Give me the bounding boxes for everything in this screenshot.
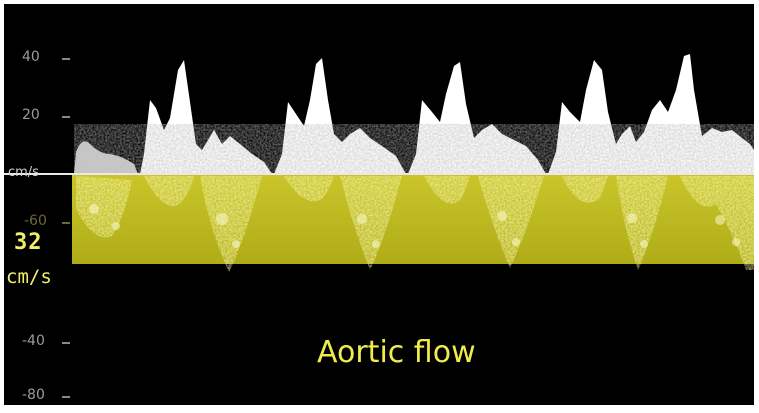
scale-tick (62, 342, 70, 344)
scale-label-minus60: -60 (24, 213, 47, 229)
reverse-flow-spectrum (76, 176, 754, 272)
scale-label-minus40: -40 (22, 333, 45, 349)
scale-tick (62, 58, 70, 60)
scale-label-minus80: -80 (22, 387, 45, 403)
scale-tick (62, 222, 70, 224)
scale-label-40: 40 (22, 49, 40, 65)
scale-tick (62, 396, 70, 398)
reverse-flow-spots (89, 204, 740, 248)
scale-label-cms: cm/s (8, 165, 39, 180)
forward-flow-texture (74, 124, 754, 174)
scale-label-20: 20 (22, 107, 40, 123)
caption: Aortic flow (317, 335, 476, 370)
highlight-unit: cm/s (6, 266, 52, 288)
doppler-display: 40 20 cm/s -60 -40 -80 32 cm/s Aortic fl… (4, 4, 754, 405)
doppler-spectrum (4, 54, 754, 272)
scale-tick (62, 116, 70, 118)
highlight-value: 32 (14, 230, 43, 255)
